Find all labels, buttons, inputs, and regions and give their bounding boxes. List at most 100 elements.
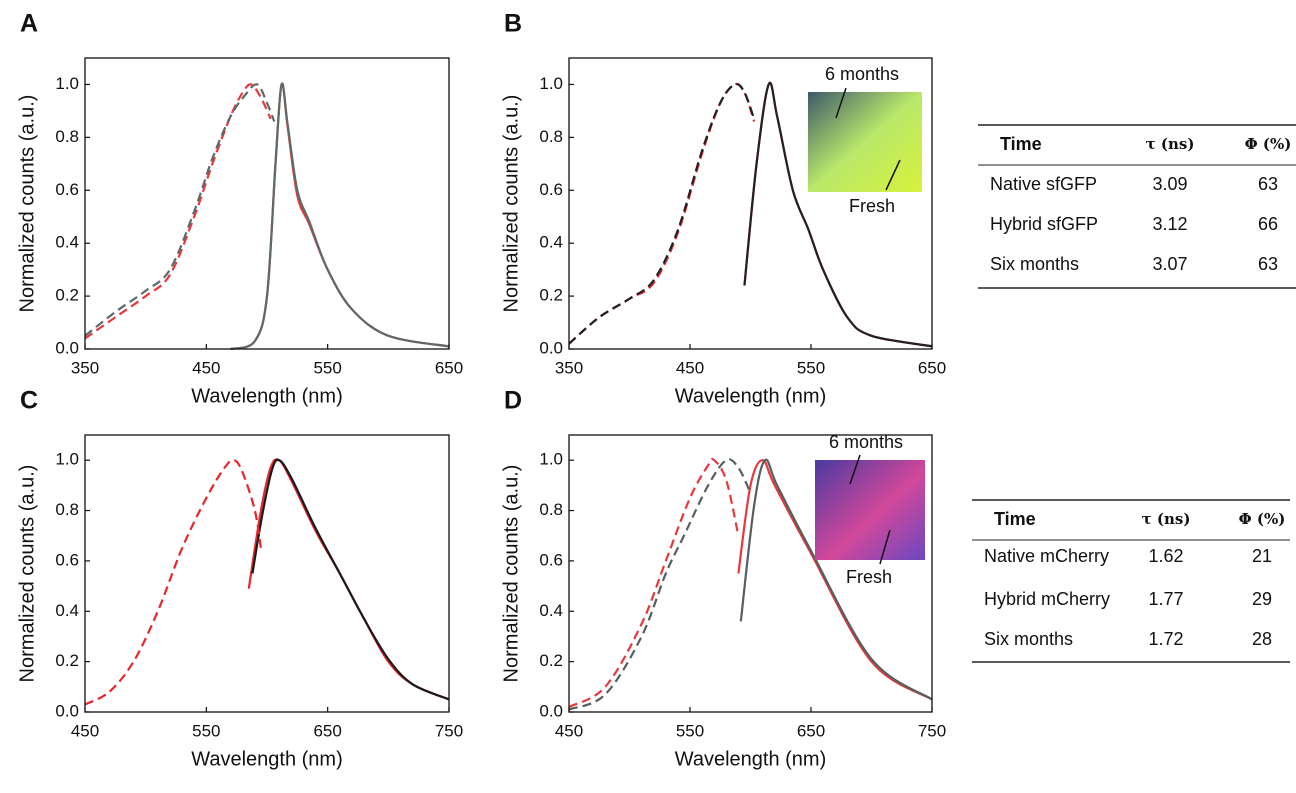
x-tick-label: 450 xyxy=(676,358,704,377)
table-cell: 3.12 xyxy=(1152,214,1187,234)
table-header: Time xyxy=(994,509,1036,529)
x-tick-label: 650 xyxy=(797,721,825,740)
y-tick-label: 0.6 xyxy=(539,180,563,199)
y-tick-label: 0.4 xyxy=(539,601,563,620)
table-cell: Hybrid mCherry xyxy=(984,589,1110,609)
x-tick-label: 450 xyxy=(192,358,220,377)
panel-label: A xyxy=(20,10,38,38)
x-axis-title: Wavelength (nm) xyxy=(675,385,827,407)
x-tick-label: 350 xyxy=(71,358,99,377)
x-tick-label: 550 xyxy=(797,358,825,377)
table-cell: 1.62 xyxy=(1148,546,1183,566)
y-tick-label: 0.0 xyxy=(55,701,79,720)
y-tick-label: 0.6 xyxy=(55,550,79,569)
annotation-pointer xyxy=(879,529,891,565)
table-cell: 63 xyxy=(1258,174,1278,194)
table-cell: 1.77 xyxy=(1148,589,1183,609)
excitation-line xyxy=(84,83,272,340)
annotation-pointer xyxy=(885,159,901,191)
y-tick-label: 0.0 xyxy=(539,338,563,357)
excitation-line xyxy=(84,83,276,337)
panel-label: C xyxy=(20,387,38,415)
plot-frame xyxy=(568,57,933,350)
y-tick-label: 0.8 xyxy=(539,500,563,519)
emission-line xyxy=(230,82,450,351)
annotation-pointer xyxy=(835,87,847,119)
inset-photo xyxy=(808,92,922,192)
annotation: 6 months xyxy=(825,64,899,84)
panel-label: D xyxy=(504,387,522,415)
y-tick-label: 0.8 xyxy=(55,500,79,519)
table-header: τ (ns) xyxy=(1146,135,1195,153)
table-cell: Six months xyxy=(990,254,1079,274)
excitation-line xyxy=(568,458,752,711)
x-tick-label: 650 xyxy=(435,358,463,377)
emission-line xyxy=(247,458,450,701)
y-axis-title: Normalized counts (a.u.) xyxy=(16,465,38,683)
table-cell: Native sfGFP xyxy=(990,174,1097,194)
y-tick-label: 0.6 xyxy=(55,180,79,199)
x-tick-label: 450 xyxy=(555,721,583,740)
x-tick-label: 550 xyxy=(192,721,220,740)
emission-line xyxy=(743,81,933,348)
table-cell: Native mCherry xyxy=(984,546,1109,566)
table-header: τ (ns) xyxy=(1142,510,1191,528)
x-tick-label: 450 xyxy=(71,721,99,740)
y-tick-label: 0.6 xyxy=(539,550,563,569)
y-tick-label: 0.2 xyxy=(55,286,79,305)
annotation: Fresh xyxy=(846,567,892,587)
x-axis-title: Wavelength (nm) xyxy=(191,748,343,770)
x-axis-title: Wavelength (nm) xyxy=(675,748,827,770)
x-tick-label: 750 xyxy=(435,721,463,740)
table-cell: 66 xyxy=(1258,214,1278,234)
table-cell: Hybrid sfGFP xyxy=(990,214,1098,234)
annotation: 6 months xyxy=(829,432,903,452)
plot-frame xyxy=(84,57,450,350)
excitation-line xyxy=(568,82,756,345)
table-header: Time xyxy=(1000,134,1042,154)
x-tick-label: 650 xyxy=(313,721,341,740)
table-cell: Six months xyxy=(984,629,1073,649)
table-cell: 3.09 xyxy=(1152,174,1187,194)
y-tick-label: 0.2 xyxy=(539,286,563,305)
table-cell: 28 xyxy=(1252,629,1272,649)
panel-label: B xyxy=(504,10,522,38)
x-tick-label: 550 xyxy=(313,358,341,377)
table-cell: 29 xyxy=(1252,589,1272,609)
emission-line xyxy=(251,458,450,701)
table-header: Φ (%) xyxy=(1245,135,1292,153)
y-tick-label: 0.4 xyxy=(55,233,79,252)
y-tick-label: 0.2 xyxy=(55,651,79,670)
y-axis-title: Normalized counts (a.u.) xyxy=(16,95,38,313)
excitation-line xyxy=(568,457,740,708)
emission-line xyxy=(739,458,933,701)
excitation-line xyxy=(84,458,263,706)
y-tick-label: 1.0 xyxy=(539,450,563,469)
plot-frame xyxy=(568,434,933,713)
y-tick-label: 0.4 xyxy=(55,601,79,620)
x-tick-label: 350 xyxy=(555,358,583,377)
x-tick-label: 550 xyxy=(676,721,704,740)
y-tick-label: 0.4 xyxy=(539,233,563,252)
table-header: Φ (%) xyxy=(1239,510,1286,528)
annotation-pointer xyxy=(849,454,861,485)
emission-line xyxy=(230,82,450,351)
emission-line xyxy=(737,459,933,701)
y-tick-label: 0.8 xyxy=(55,127,79,146)
table-cell: 63 xyxy=(1258,254,1278,274)
y-tick-label: 1.0 xyxy=(55,450,79,469)
inset-photo xyxy=(815,460,925,560)
excitation-line xyxy=(568,82,756,345)
annotation: Fresh xyxy=(849,196,895,216)
y-tick-label: 1.0 xyxy=(539,74,563,93)
y-axis-title: Normalized counts (a.u.) xyxy=(500,465,522,683)
x-tick-label: 750 xyxy=(918,721,946,740)
y-tick-label: 0.8 xyxy=(539,127,563,146)
y-tick-label: 1.0 xyxy=(55,74,79,93)
y-tick-label: 0.0 xyxy=(539,701,563,720)
x-axis-title: Wavelength (nm) xyxy=(191,385,343,407)
table-cell: 3.07 xyxy=(1152,254,1187,274)
y-tick-label: 0.2 xyxy=(539,651,563,670)
y-tick-label: 0.0 xyxy=(55,338,79,357)
